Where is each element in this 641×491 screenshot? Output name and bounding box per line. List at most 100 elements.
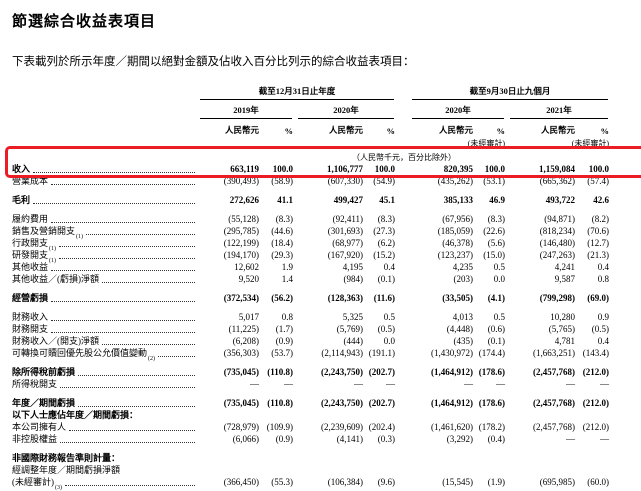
table-row: 履約費用 (55,128) (8.3) (92,411) (8.3) (67,956) (8…: [12, 206, 611, 225]
amount-cell: (818,234): [539, 226, 576, 236]
amount-cell: (94,871): [544, 214, 576, 224]
amount-cell: (2,243,750): [321, 367, 363, 377]
amount-cell: (146,480): [539, 238, 576, 248]
percent-cell: (0.9): [275, 336, 293, 346]
amount-cell: 1,159,084: [539, 164, 576, 174]
percent-cell: (57.4): [587, 176, 610, 186]
row-label-text: 非控股權益: [12, 434, 58, 444]
label-spacer: [12, 136, 197, 149]
column-gap: [397, 237, 409, 249]
amount-cell: (295,785): [223, 226, 259, 236]
percent-cell: (29.3): [271, 250, 293, 260]
row-label: 財務開支: [12, 323, 197, 335]
period-group-9m: 截至9月30日止九個月: [412, 85, 609, 100]
row-label-text: 營業成本: [12, 176, 49, 186]
percent-cell: 100.0: [272, 164, 293, 174]
amount-cell: (984): [343, 274, 364, 284]
amount-cell: (372,534): [223, 293, 259, 303]
table-row: 毛利 272,626 41.1 499,427 45.1 385,133 46.9 493,7…: [12, 187, 611, 206]
label-spacer: [12, 100, 197, 119]
row-label: 財務收入: [12, 304, 197, 323]
percent-cell: (70.6): [587, 226, 610, 236]
dot-leader: [59, 246, 195, 247]
currency-header: 人民幣元: [439, 125, 474, 135]
amount-cell: 820,395: [443, 164, 474, 174]
amount-cell: 9,520: [238, 274, 259, 284]
amount-cell: 4,013: [452, 312, 474, 322]
percent-cell: (0.1): [377, 274, 396, 284]
label-spacer: [12, 85, 197, 100]
column-gap: [397, 85, 409, 100]
percent-cell: 0.4: [383, 262, 396, 272]
row-label-text: 行政開支: [12, 238, 49, 248]
row-label-text: 經調整年度／期間虧損淨額: [12, 465, 121, 475]
amount-cell: (1,464,912): [431, 367, 474, 377]
table-row: 行政開支 (1) (122,199) (18.4) (68,977) (6.2) (46,3…: [12, 237, 611, 252]
column-gap: [397, 359, 409, 378]
row-label: 年度／期間虧損: [12, 390, 197, 409]
percent-cell: 0.9: [597, 312, 610, 322]
amount-cell: (3,292): [446, 434, 474, 444]
column-gap: [397, 261, 409, 273]
percent-cell: (21.3): [587, 250, 610, 260]
percent-cell: (15.2): [373, 250, 396, 260]
table-row: 本公司擁有人 (728,979) (109.9) (2,239,609) (202.4)…: [12, 421, 611, 433]
column-gap: [397, 206, 409, 225]
amount-cell: 5,017: [238, 312, 259, 322]
dot-leader: [51, 222, 195, 223]
table-row: 非控股權益 (6,066) (0.9) (4,141) (0.3) (3,292) (0.4…: [12, 433, 611, 445]
column-gap: [397, 163, 409, 175]
amount-cell: (1,663,251): [533, 348, 576, 358]
percent-cell: (8.3): [275, 214, 293, 224]
amount-cell: 493,722: [545, 195, 576, 205]
percent-cell: 46.9: [489, 195, 506, 205]
percent-cell: (0.5): [377, 324, 396, 334]
percent-cell: (178.2): [478, 422, 506, 432]
dot-leader: [86, 234, 195, 235]
dot-leader: [51, 301, 195, 302]
table-row: 財務收入／(開支)淨額 (6,208) (0.9) (444) 0.0 (435) (0.1…: [12, 335, 611, 347]
percent-cell: (1.7): [275, 324, 293, 334]
row-label-text: 財務收入／(開支)淨額: [12, 336, 99, 346]
table-row: 其他收益／(虧損)淨額 9,520 1.4 (984) (0.1) (203) 0.0 9,5…: [12, 273, 611, 285]
row-label-text: 除所得稅前虧損: [12, 367, 76, 377]
amount-cell: (15,545): [442, 477, 474, 487]
percent-cell: (110.8): [267, 367, 293, 377]
percent-cell: 42.6: [593, 195, 610, 205]
intro-text: 下表載列於所示年度／期間以絕對金額及佔收入百分比列示的綜合收益表項目：: [12, 56, 415, 68]
amount-cell: (11,225): [228, 324, 259, 334]
percent-cell: (4.1): [487, 293, 506, 303]
amount-cell: 5,325: [342, 312, 363, 322]
percent-header: %: [284, 126, 294, 136]
percent-cell: (8.2): [591, 214, 610, 224]
amount-cell: —: [354, 379, 363, 389]
percent-header: %: [496, 126, 506, 136]
percent-cell: (202.4): [368, 422, 396, 432]
income-statement-body: （人民幣千元，百分比除外） 收入 663,119 100.0 1,106,777 100…: [12, 149, 611, 491]
percent-cell: (110.8): [267, 398, 293, 408]
amount-cell: (92,411): [332, 214, 363, 224]
amount-cell: (128,363): [327, 293, 363, 303]
row-label-text: (未經審計): [12, 477, 54, 487]
dot-leader: [102, 282, 195, 283]
percent-cell: (0.3): [377, 434, 396, 444]
percent-cell: (1.9): [487, 477, 506, 487]
amount-cell: (435,262): [437, 176, 474, 186]
amount-cell: (665,362): [539, 176, 576, 186]
percent-cell: (53.7): [271, 348, 293, 358]
amount-cell: (390,493): [223, 176, 259, 186]
dot-leader: [59, 258, 195, 259]
percent-cell: (8.3): [377, 214, 396, 224]
row-label: 非控股權益: [12, 433, 197, 445]
table-row: 經營虧損 (372,534) (56.2) (128,363) (11.6) (33,50…: [12, 285, 611, 304]
percent-cell: (60.0): [587, 477, 610, 487]
percent-cell: 100.0: [374, 164, 396, 174]
percent-cell: (202.7): [368, 398, 396, 408]
amount-cell: 4,781: [554, 336, 576, 346]
dot-leader: [51, 270, 195, 271]
amount-cell: (444): [343, 336, 364, 346]
amount-cell: (203): [453, 274, 474, 284]
amount-cell: (167,920): [327, 250, 363, 260]
table-row: 所得稅開支 — — — — — — — —: [12, 378, 611, 390]
amount-cell: (799,298): [539, 293, 576, 303]
